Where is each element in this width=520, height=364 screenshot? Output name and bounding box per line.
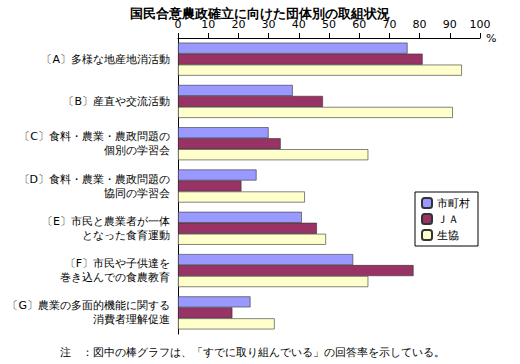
- svg-text:60: 60: [352, 18, 367, 31]
- svg-text:注 ：図中の棒グラフは、「すでに取り組んでいる」の回答率を示: 注 ：図中の棒グラフは、「すでに取り組んでいる」の回答率を示している。: [60, 346, 445, 359]
- svg-text:90: 90: [443, 18, 457, 31]
- svg-text:個別の学習会: 個別の学習会: [104, 144, 170, 157]
- svg-text:20: 20: [231, 18, 246, 31]
- svg-text:となった食育運動: となった食育運動: [82, 229, 170, 242]
- svg-text:ＪＡ: ＪＡ: [437, 213, 459, 226]
- svg-text:〔D〕食料・農業・農政問題の: 〔D〕食料・農業・農政問題の: [19, 173, 170, 186]
- svg-text:市町村: 市町村: [437, 197, 470, 210]
- svg-text:国民合意農政確立に向けた団体別の取組状況: 国民合意農政確立に向けた団体別の取組状況: [130, 6, 390, 21]
- svg-text:生協: 生協: [437, 229, 459, 242]
- svg-text:80: 80: [413, 18, 427, 31]
- svg-text:10: 10: [201, 18, 216, 31]
- svg-text:〔A〕多様な地産地消活動: 〔A〕多様な地産地消活動: [41, 53, 170, 66]
- svg-text:〔F〕市民や子供達を: 〔F〕市民や子供達を: [65, 257, 170, 270]
- svg-text:40: 40: [291, 18, 306, 31]
- svg-text:巻き込んでの食農教育: 巻き込んでの食農教育: [60, 271, 170, 284]
- svg-text:0: 0: [174, 18, 182, 31]
- svg-text:〔C〕食料・農業・農政問題の: 〔C〕食料・農業・農政問題の: [19, 130, 170, 143]
- svg-text:〔B〕産直や交流活動: 〔B〕産直や交流活動: [63, 95, 170, 108]
- svg-text:〔E〕市民と農業者が一体: 〔E〕市民と農業者が一体: [42, 215, 170, 228]
- svg-text:〔G〕農業の多面的機能に関する: 〔G〕農業の多面的機能に関する: [7, 299, 170, 312]
- svg-text:70: 70: [382, 18, 397, 31]
- svg-text:消費者理解促進: 消費者理解促進: [93, 313, 170, 326]
- svg-text:30: 30: [261, 18, 276, 31]
- svg-text:協同の学習会: 協同の学習会: [104, 187, 170, 200]
- svg-text:50: 50: [322, 18, 336, 31]
- svg-text:100: 100: [470, 18, 491, 31]
- svg-text:%: %: [486, 32, 496, 45]
